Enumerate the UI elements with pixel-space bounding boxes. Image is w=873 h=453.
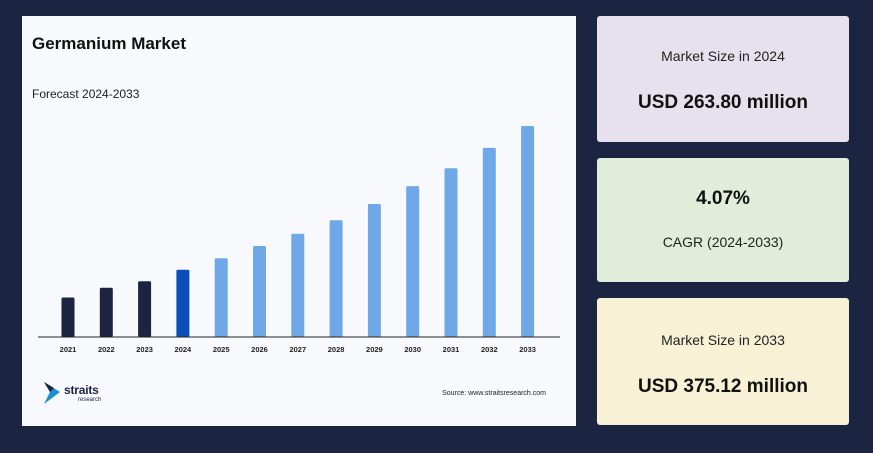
- bar-2021: [61, 297, 75, 337]
- chart-subtitle: Forecast 2024-2033: [32, 87, 140, 101]
- bar-2031: [444, 168, 458, 337]
- logo-sub: research: [78, 397, 102, 403]
- x-tick-label-2033: 2033: [519, 345, 536, 354]
- bar-2033: [521, 126, 535, 337]
- x-tick-label-2031: 2031: [443, 345, 460, 354]
- logo-name: straits: [64, 383, 99, 397]
- chart-title: Germanium Market: [32, 34, 186, 53]
- x-tick-label-2025: 2025: [213, 345, 230, 354]
- market-size-2024-value: USD 263.80 million: [637, 92, 808, 113]
- cagr-card: 4.07% CAGR (2024-2033): [597, 158, 849, 282]
- x-tick-label-2026: 2026: [251, 345, 268, 354]
- bar-2028: [329, 220, 343, 337]
- market-size-2033-value: USD 375.12 million: [637, 376, 808, 397]
- x-tick-label-2023: 2023: [136, 345, 153, 354]
- straits-arrow-icon: [44, 382, 60, 404]
- x-tick-label-2022: 2022: [98, 345, 115, 354]
- bar-2022: [99, 287, 113, 337]
- bar-2023: [138, 281, 152, 337]
- x-tick-label-2030: 2030: [404, 345, 421, 354]
- bar-2029: [367, 204, 381, 337]
- x-tick-label-2029: 2029: [366, 345, 383, 354]
- straits-logo: straits research: [42, 380, 122, 408]
- cagr-label: CAGR (2024-2033): [662, 234, 784, 250]
- cagr-value: 4.07%: [696, 188, 750, 209]
- bar-chart: 2021 2022 2023 2024 2025 2026 2027 2028 2029 2030…: [38, 126, 560, 354]
- bar-2032: [482, 147, 496, 337]
- chart-panel: Germanium Market Forecast 2024-2033 2021…: [22, 16, 576, 426]
- market-size-2033-label: Market Size in 2033: [661, 332, 785, 348]
- x-tick-label-2024: 2024: [175, 345, 193, 354]
- bar-2026: [253, 246, 266, 337]
- market-size-2033-card: Market Size in 2033 USD 375.12 million: [597, 298, 849, 425]
- x-tick-label-2032: 2032: [481, 345, 498, 354]
- market-size-2024-card: Market Size in 2024 USD 263.80 million: [597, 16, 849, 142]
- x-tick-label-2021: 2021: [60, 345, 77, 354]
- bar-2025: [214, 258, 228, 337]
- bar-2027: [291, 233, 305, 337]
- x-tick-label-2027: 2027: [289, 345, 306, 354]
- x-tick-label-2028: 2028: [328, 345, 345, 354]
- source-note: Source: www.straitsresearch.com: [442, 390, 546, 397]
- market-size-2024-label: Market Size in 2024: [661, 48, 785, 64]
- bar-2030: [406, 186, 420, 337]
- bar-2024: [176, 269, 190, 337]
